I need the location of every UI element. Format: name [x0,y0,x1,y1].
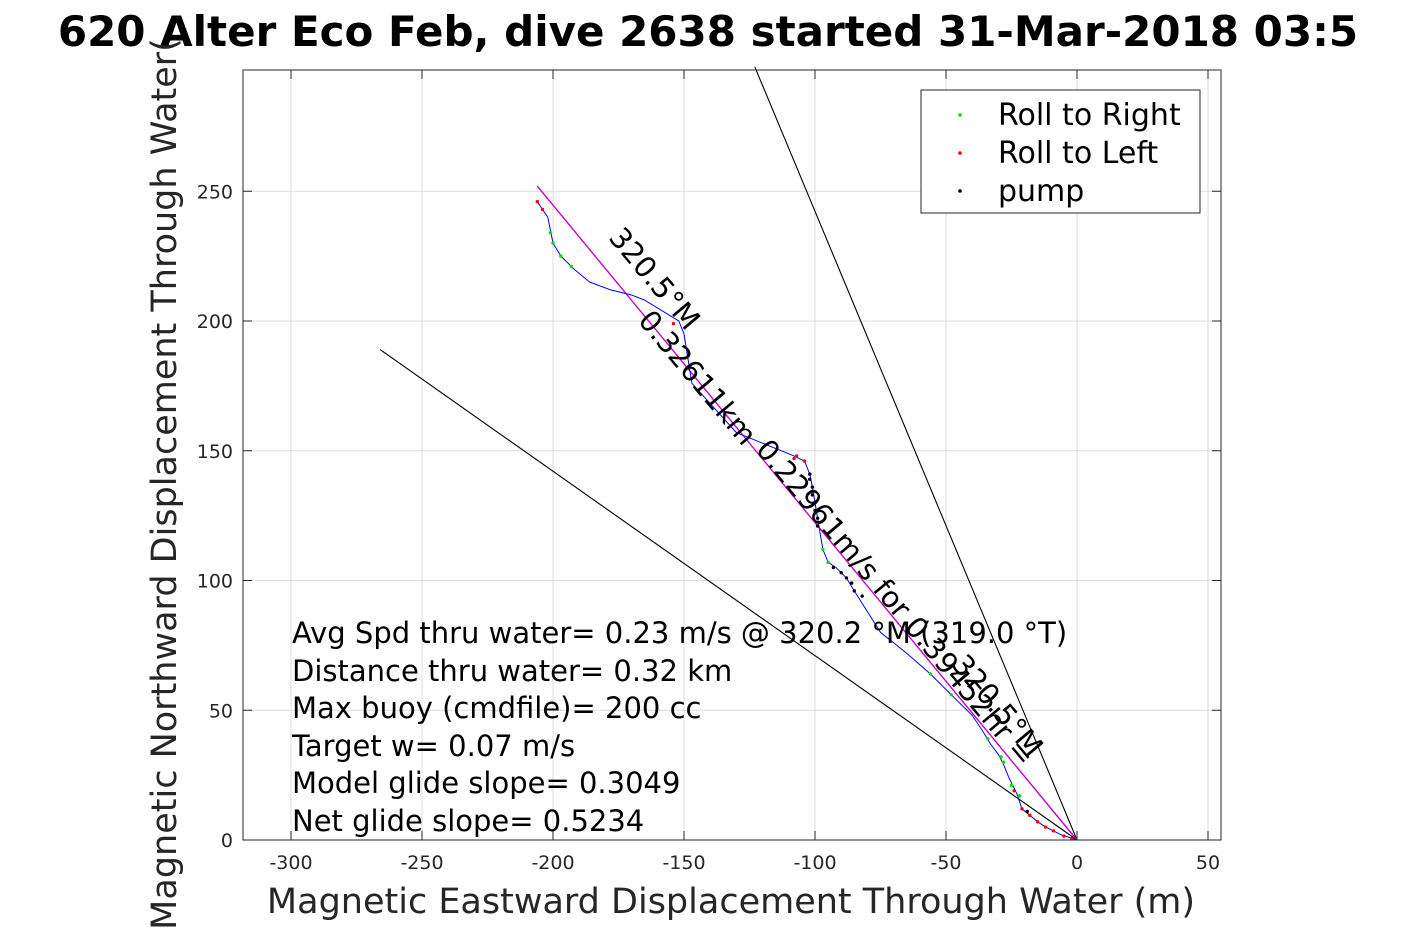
y-tick-label: 200 [197,311,233,333]
annotation-model-glide: Model glide slope= 0.3049 [292,766,680,800]
x-tick-label: -150 [662,852,705,874]
legend-marker-roll-left [958,151,962,155]
pump-marker [844,576,849,580]
roll-right-marker [1017,794,1022,798]
roll-right-marker [821,547,825,552]
bound-line [379,349,1078,841]
annotation-target-w: Target w= 0.07 m/s [291,729,575,763]
roll-left-marker [792,456,796,461]
legend-label-pump: pump [998,174,1084,209]
x-tick-label: 0 [1071,852,1083,874]
heading-line [536,185,1078,841]
x-tick-labels: -300 -250 -200 -150 -100 -50 0 50 [269,852,1220,874]
pump-marker [810,493,815,497]
roll-right-marker [928,672,932,676]
roll-right-marker [1001,760,1006,764]
roll-right-marker [1009,783,1014,788]
pump-marker [852,589,856,593]
y-tick-labels: 0 50 100 150 200 250 [197,181,233,852]
roll-right-marker [551,241,555,245]
roll-left-marker [1020,807,1024,811]
annotation-avg-speed: Avg Spd thru water= 0.23 m/s @ 320.2 °M … [292,616,1067,650]
pump-marker [849,581,854,585]
roll-left-marker [794,454,799,458]
axes-box [242,69,1222,841]
chart-title: 620 Alter Eco Feb, dive 2638 started 31-… [58,7,1358,56]
pump-marker [815,524,820,528]
annotation-distance: Distance thru water= 0.32 km [292,654,732,688]
heading-line-segment [536,185,1078,841]
x-axis-label: Magnetic Eastward Displacement Through W… [267,882,1195,922]
y-tick-label: 250 [197,181,233,203]
pump-marker [831,565,836,570]
y-tick-label: 100 [197,571,233,593]
bound-line [754,66,1078,841]
roll-right-marker [569,264,574,269]
y-axis-label: Magnetic Northward Displacement Through … [145,38,185,930]
legend: Roll to Right Roll to Left pump [920,89,1201,214]
roll-left-marker [1012,788,1016,793]
bound-lines [379,66,1078,841]
roll-left-marker [1051,829,1056,833]
pump-marker [808,477,812,481]
pump-marker [813,500,817,505]
y-tick-label: 0 [221,830,233,852]
annotation-max-buoy: Max buoy (cmdfile)= 200 cc [292,691,701,725]
roll-right-marker [986,737,990,741]
annotation-net-glide: Net glide slope= 0.5234 [292,804,644,838]
pump-marker [1025,809,1029,814]
roll-right-marker [999,755,1003,759]
x-tick-label: -50 [930,852,961,874]
roll-left-marker [802,459,807,463]
x-tick-label: -300 [269,852,312,874]
annotation-block: Avg Spd thru water= 0.23 m/s @ 320.2 °M … [291,616,1067,838]
roll-left-marker [1043,825,1048,829]
legend-label-roll-left: Roll to Left [998,136,1158,171]
x-tick-label: -250 [400,852,443,874]
roll-left-marker [540,207,545,212]
legend-box [920,89,1201,214]
x-tick-label: -200 [531,852,574,874]
roll-left-marker [535,199,539,204]
track-line [536,201,1078,841]
roll-left-marker [1062,834,1066,838]
legend-marker-roll-right [958,113,962,117]
markers [535,199,1074,841]
roll-left-marker [671,321,676,326]
x-tick-label: -100 [793,852,836,874]
legend-label-roll-right: Roll to Right [998,98,1181,133]
y-tick-label: 50 [209,700,233,722]
pump-marker [839,571,843,575]
x-tick-label: 50 [1196,852,1220,874]
axis-ticks [243,70,1221,841]
legend-marker-pump [958,189,962,193]
roll-left-marker [1028,813,1032,818]
pump-marker [808,472,812,476]
roll-right-marker [949,692,953,697]
roll-right-marker [826,560,830,565]
roll-right-marker [548,231,553,235]
pump-marker [813,508,817,513]
pump-marker [815,516,820,520]
y-tick-label: 150 [197,441,233,463]
roll-left-marker [1036,820,1040,824]
roll-right-marker [559,254,563,258]
pump-marker [810,485,815,489]
track-polyline [536,201,1078,841]
pump-marker [860,594,864,598]
